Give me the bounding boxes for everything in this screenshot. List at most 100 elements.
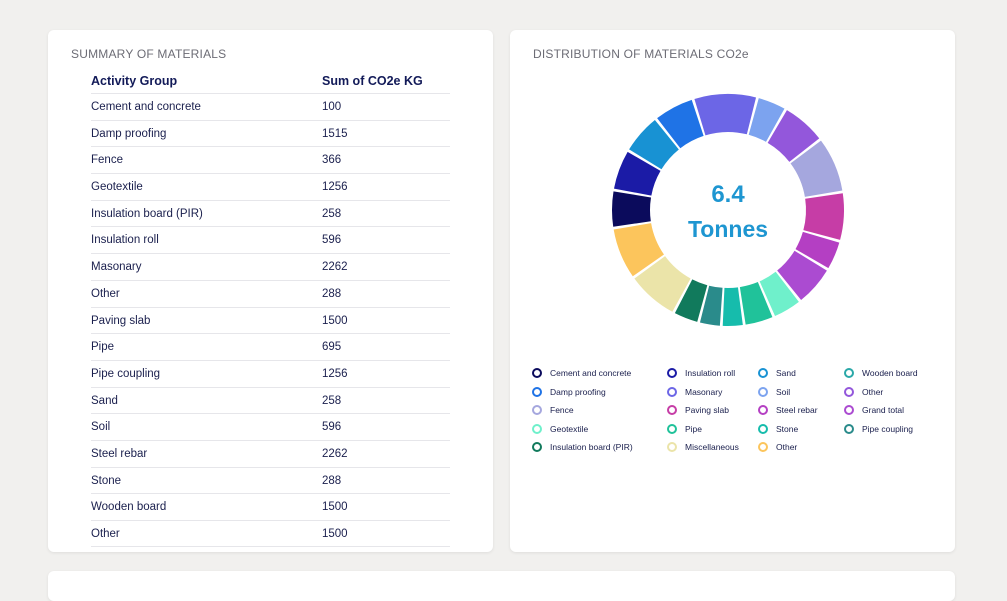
legend-item[interactable]: Geotextile xyxy=(532,422,588,436)
distribution-title: DISTRIBUTION OF MATERIALS CO2e xyxy=(533,47,749,61)
cell-activity-group: Pipe xyxy=(91,341,115,354)
legend-marker-icon xyxy=(532,368,542,378)
chart-legend: Cement and concrete Damp proofing Fence Geo… xyxy=(532,366,942,466)
donut-slice-8[interactable] xyxy=(803,193,844,240)
table-row: Damp proofing 1515 xyxy=(91,119,450,147)
legend-label: Sand xyxy=(776,368,796,378)
cell-activity-group: Steel rebar xyxy=(91,447,148,460)
legend-item[interactable]: Masonary xyxy=(667,385,722,399)
donut-slice-11[interactable] xyxy=(759,271,799,317)
legend-marker-icon xyxy=(667,368,677,378)
legend-item[interactable]: Cement and concrete xyxy=(532,366,631,380)
legend-label: Other xyxy=(776,442,798,453)
legend-label: Insulation board (PIR) xyxy=(550,442,633,453)
cell-co2e-value: 1500 xyxy=(322,501,348,514)
legend-marker-icon xyxy=(844,386,854,397)
legend-item[interactable]: Fence xyxy=(532,403,574,417)
cell-activity-group: Paving slab xyxy=(91,314,151,327)
cell-activity-group: Geotextile xyxy=(91,181,143,194)
legend-item[interactable]: Insulation board (PIR) xyxy=(532,440,633,454)
table-row: Geotextile 1256 xyxy=(91,173,450,200)
legend-label: Damp proofing xyxy=(550,386,606,397)
legend-item[interactable]: Insulation roll xyxy=(667,366,735,380)
donut-slice-16[interactable] xyxy=(634,256,691,312)
donut-slice-5[interactable] xyxy=(748,98,785,142)
center-unit: Tonnes xyxy=(688,216,768,242)
legend-item[interactable]: Pipe coupling xyxy=(844,422,913,436)
legend-item[interactable]: Miscellaneous xyxy=(667,440,739,454)
donut-slice-14[interactable] xyxy=(699,285,723,326)
cell-activity-group: Masonary xyxy=(91,261,142,274)
donut-slice-3[interactable] xyxy=(657,99,704,149)
legend-item[interactable]: Pipe xyxy=(667,422,702,436)
table-row: Paving slab 1500 xyxy=(91,306,450,334)
legend-marker-icon xyxy=(532,386,542,397)
cell-co2e-value: 1500 xyxy=(322,528,348,540)
legend-item[interactable]: Damp proofing xyxy=(532,385,606,399)
donut-slice-1[interactable] xyxy=(613,151,661,196)
legend-label: Geotextile xyxy=(550,423,589,434)
legend-label: Cement and concrete xyxy=(550,368,632,378)
legend-item[interactable]: Wooden board xyxy=(844,366,918,380)
bottom-card xyxy=(48,571,955,601)
donut-slice-0[interactable] xyxy=(612,191,652,227)
table-row: Pipe 695 xyxy=(91,333,450,360)
legend-marker-icon xyxy=(667,442,677,453)
donut-slice-13[interactable] xyxy=(722,287,743,326)
cell-co2e-value: 258 xyxy=(322,207,342,220)
table-row: Pipe coupling 1256 xyxy=(91,359,450,387)
distribution-card: DISTRIBUTION OF MATERIALS CO2e 6.4 Tonne… xyxy=(510,30,955,552)
legend-marker-icon xyxy=(667,423,677,434)
table-row: Soil 596 xyxy=(91,413,450,440)
cell-co2e-value: 258 xyxy=(322,394,342,407)
column-header-co2e[interactable]: Sum of CO2e KG xyxy=(322,74,423,88)
legend-label: Soil xyxy=(776,386,791,397)
table-row: Masonary 2262 xyxy=(91,253,450,280)
legend-label: Steel rebar xyxy=(776,405,818,416)
table-row: Other 288 xyxy=(91,279,450,307)
legend-item[interactable]: Other xyxy=(758,440,797,454)
cell-co2e-value: 1256 xyxy=(322,367,348,380)
cell-activity-group: Soil xyxy=(91,421,111,434)
cell-co2e-value: 596 xyxy=(322,421,342,434)
donut-slice-12[interactable] xyxy=(739,282,773,325)
cell-co2e-value: 288 xyxy=(322,287,342,300)
legend-item[interactable]: Grand total xyxy=(844,403,904,417)
summary-card: SUMMARY OF MATERIALS Activity Group Sum … xyxy=(48,30,493,552)
table-row: Steel rebar 2262 xyxy=(91,439,450,467)
cell-activity-group: Cement and concrete xyxy=(91,101,201,113)
cell-activity-group: Other xyxy=(91,528,120,540)
legend-label: Masonary xyxy=(685,386,723,397)
cell-activity-group: Sand xyxy=(91,394,118,407)
table-row: Other 1500 xyxy=(91,520,450,547)
legend-marker-icon xyxy=(758,368,768,378)
legend-marker-icon xyxy=(667,386,677,397)
donut-slice-4[interactable] xyxy=(694,94,757,136)
legend-item[interactable]: Other xyxy=(844,385,883,399)
legend-item[interactable]: Steel rebar xyxy=(758,403,818,417)
legend-label: Grand total xyxy=(862,405,905,416)
legend-label: Other xyxy=(862,386,884,397)
donut-slice-7[interactable] xyxy=(790,140,843,197)
legend-label: Pipe xyxy=(685,423,703,434)
cell-co2e-value: 2262 xyxy=(322,447,348,460)
cell-activity-group: Other xyxy=(91,287,120,300)
cell-activity-group: Insulation roll xyxy=(91,234,159,247)
legend-item[interactable]: Paving slab xyxy=(667,403,729,417)
legend-label: Stone xyxy=(776,423,799,434)
donut-slice-17[interactable] xyxy=(613,223,664,277)
donut-slice-9[interactable] xyxy=(795,231,840,269)
donut-slice-10[interactable] xyxy=(777,250,827,301)
legend-item[interactable]: Soil xyxy=(758,385,790,399)
donut-slice-6[interactable] xyxy=(767,110,820,162)
legend-label: Fence xyxy=(550,405,574,416)
table-row: Wooden board 1500 xyxy=(91,493,450,520)
legend-item[interactable]: Sand xyxy=(758,366,796,380)
donut-slice-2[interactable] xyxy=(629,119,679,170)
column-header-activity-group[interactable]: Activity Group xyxy=(91,74,178,88)
legend-item[interactable]: Stone xyxy=(758,422,798,436)
legend-marker-icon xyxy=(758,405,768,416)
legend-label: Insulation roll xyxy=(685,368,736,378)
donut-slice-15[interactable] xyxy=(674,279,708,322)
legend-marker-icon xyxy=(532,423,542,434)
